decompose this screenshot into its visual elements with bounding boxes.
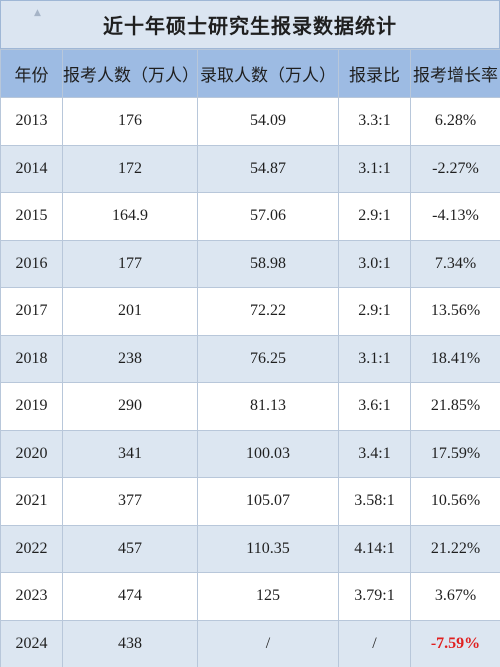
data-cell: 3.1:1 [338,334,411,383]
data-cell: 164.9 [62,192,198,241]
year-cell: 2022 [0,524,63,573]
data-cell: / [197,619,339,667]
column-header: 录取人数（万人） [197,49,339,98]
data-cell: 3.79:1 [338,572,411,621]
table-row: 2024 438// -7.59% [0,619,500,667]
table-row: 2016 177 58.98 3.0:1 7.34% [0,239,500,288]
table-row: 2015 164.9 57.06 2.9:1 -4.13% [0,192,500,241]
data-cell: 474 [62,572,198,621]
data-cell: 238 [62,334,198,383]
data-cell: 3.67% [410,572,500,621]
year-cell: 2016 [0,239,63,288]
table-row: 2022 457 110.35 4.14:1 21.22% [0,524,500,573]
data-cell: -4.13% [410,192,500,241]
data-cell: 72.22 [197,287,339,336]
data-cell: 2.9:1 [338,287,411,336]
table-row: 2018 238 76.25 3.1:1 18.41% [0,334,500,383]
table-row: 2017 201 72.22 2.9:1 13.56% [0,287,500,336]
data-cell: 7.34% [410,239,500,288]
data-cell: 2.9:1 [338,192,411,241]
header-row: 年份 报考人数（万人） 录取人数（万人） 报录比 报考增长率 [0,49,500,98]
data-cell: 125 [197,572,339,621]
table-row: 2014 172 54.87 3.1:1 -2.27% [0,144,500,193]
data-cell: 3.58:1 [338,477,411,526]
data-cell: 57.06 [197,192,339,241]
data-cell: 3.0:1 [338,239,411,288]
data-cell: 6.28% [410,97,500,146]
year-cell: 2019 [0,382,63,431]
year-cell: 2020 [0,429,63,478]
data-cell: 3.4:1 [338,429,411,478]
data-cell: 4.14:1 [338,524,411,573]
data-cell: 21.22% [410,524,500,573]
data-cell: 177 [62,239,198,288]
data-cell: 3.6:1 [338,382,411,431]
table-body: 2013 176 54.09 3.3:1 6.28% 2014 172 54.87 3.1:1-… [0,97,500,667]
data-cell: 438 [62,619,198,667]
data-cell: 3.1:1 [338,144,411,193]
data-cell: 100.03 [197,429,339,478]
data-cell: 13.56% [410,287,500,336]
data-cell: 105.07 [197,477,339,526]
data-cell: 21.85% [410,382,500,431]
year-cell: 2021 [0,477,63,526]
table-row: 2023 474 125 3.79:1 3.67% [0,572,500,621]
data-cell: 10.56% [410,477,500,526]
data-table: 年份 报考人数（万人） 录取人数（万人） 报录比 报考增长率 2013 176 54.09 3… [0,49,500,667]
data-cell: 457 [62,524,198,573]
logo: ▲ [34,8,41,18]
data-cell: 3.3:1 [338,97,411,146]
data-cell: 58.98 [197,239,339,288]
data-cell: 54.09 [197,97,339,146]
data-cell: 290 [62,382,198,431]
data-cell: 176 [62,97,198,146]
year-cell: 2024 [0,619,63,667]
data-cell: 81.13 [197,382,339,431]
column-header: 报考增长率 [410,49,500,98]
data-cell: 76.25 [197,334,339,383]
year-cell: 2023 [0,572,63,621]
data-cell: 377 [62,477,198,526]
year-cell: 2014 [0,144,63,193]
data-cell: 172 [62,144,198,193]
year-cell: 2013 [0,97,63,146]
year-cell: 2018 [0,334,63,383]
title: 近十年硕士研究生报录数据统计 [103,16,397,38]
data-cell: -2.27% [410,144,500,193]
column-header: 报录比 [338,49,411,98]
table-row: 2019 290 81.13 3.6:1 21.85% [0,382,500,431]
column-header: 年份 [0,49,63,98]
year-cell: 2015 [0,192,63,241]
column-header: 报考人数（万人） [62,49,199,98]
data-cell: 341 [62,429,198,478]
year-cell: 2017 [0,287,63,336]
table-row: 2013 176 54.09 3.3:1 6.28% [0,97,500,146]
data-cell: 18.41% [410,334,500,383]
data-cell: 17.59% [410,429,500,478]
data-cell: / [338,619,411,667]
table-row: 2020 341 100.03 3.4:1 17.59% [0,429,500,478]
data-cell: 201 [62,287,198,336]
table-row: 2021 377 105.07 3.58:1 10.56% [0,477,500,526]
title-bar: 近十年硕士研究生报录数据统计 [0,0,500,49]
data-cell: 54.87 [197,144,339,193]
data-cell: -7.59% [410,619,500,667]
data-cell: 110.35 [197,524,339,573]
